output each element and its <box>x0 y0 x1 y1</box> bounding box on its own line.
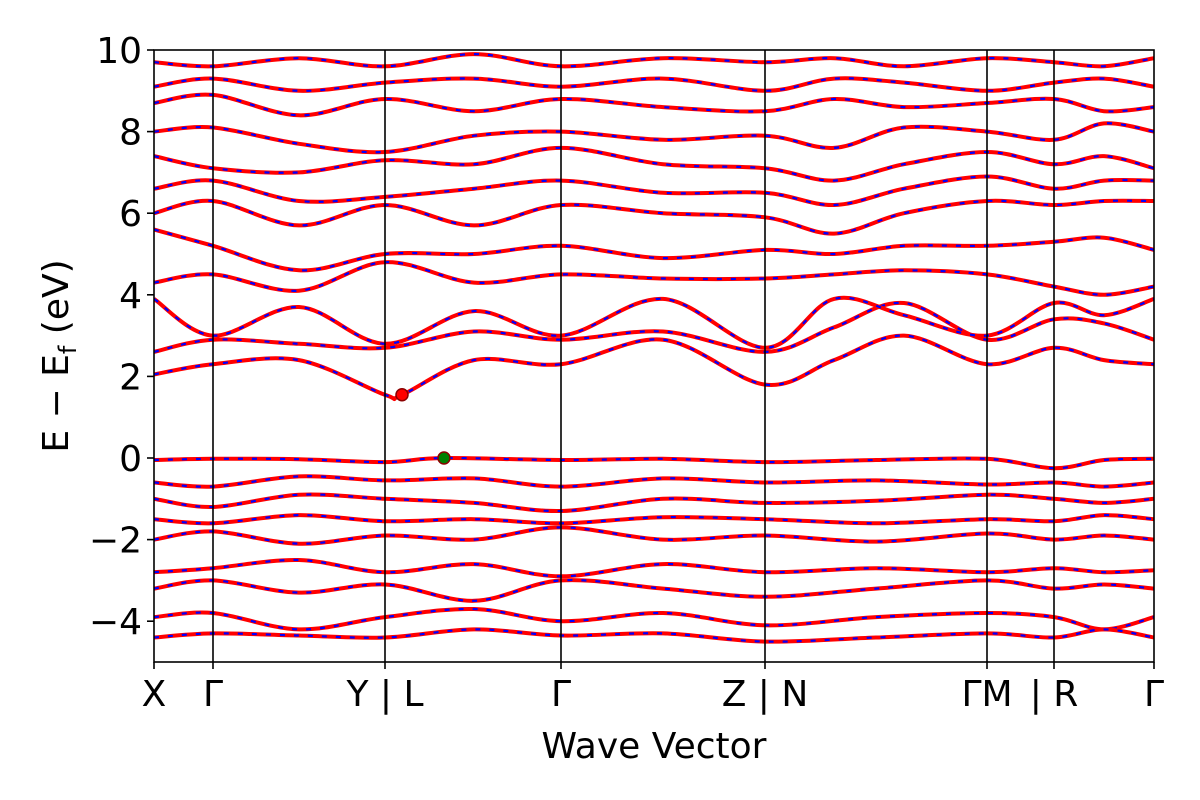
band-line-solid-4 <box>154 525 1154 546</box>
y-tick-label: −4 <box>89 602 142 643</box>
band-line-solid-6 <box>154 578 1154 603</box>
x-tick-label: Z | N <box>722 674 809 715</box>
y-axis-title-subscript: f <box>54 345 82 354</box>
band-line-dashed-8 <box>154 628 1154 643</box>
x-tick-label: Γ <box>551 674 571 715</box>
y-axis-title-unit: (eV) <box>36 259 77 345</box>
y-axis-ticks: 10 8 6 4 2 0 −2 −4 <box>89 31 154 643</box>
band-line-solid-17 <box>154 121 1154 155</box>
x-tick-label: | R <box>1030 674 1079 715</box>
band-line-solid-16 <box>154 145 1154 183</box>
band-line-dashed-18 <box>154 93 1154 117</box>
band-line-dashed-20 <box>154 52 1154 68</box>
band-line-solid-10 <box>154 300 1154 354</box>
band-line-dashed-3 <box>154 513 1154 525</box>
band-line-solid-2 <box>154 492 1154 514</box>
band-line-solid-18 <box>154 92 1154 118</box>
band-line-solid-3 <box>154 513 1154 526</box>
band-line-solid-13 <box>154 227 1154 273</box>
band-line-solid-20 <box>154 52 1154 69</box>
band-line-solid-12 <box>154 260 1154 297</box>
band-line-dashed-15 <box>154 175 1154 207</box>
band-line-solid-7 <box>154 606 1154 632</box>
vbm-marker <box>437 451 451 465</box>
y-tick-label: 4 <box>119 276 142 317</box>
y-axis-title: E − Ef (eV) <box>36 259 82 452</box>
band-line-solid-1 <box>154 474 1154 489</box>
y-tick-label: 8 <box>119 113 142 154</box>
band-lines <box>154 52 1154 644</box>
y-tick-label: 0 <box>119 439 142 480</box>
band-line-dashed-14 <box>154 199 1154 235</box>
y-tick-label: 10 <box>96 31 142 72</box>
band-line-solid-5 <box>154 557 1154 579</box>
x-tick-label: Γ <box>203 674 223 715</box>
extrema-markers <box>395 388 451 465</box>
plot-frame <box>153 49 1155 663</box>
band-line-dashed-5 <box>154 558 1154 578</box>
band-line-dashed-10 <box>154 301 1154 354</box>
y-axis-title-main: E − E <box>36 354 77 453</box>
band-line-dashed-17 <box>154 122 1154 154</box>
y-tick-label: 2 <box>119 357 142 398</box>
band-line-solid-11 <box>154 295 1154 350</box>
x-tick-label: Γ <box>1144 674 1164 715</box>
x-tick-label: ΓM <box>961 674 1012 715</box>
y-tick-label: 6 <box>119 194 142 235</box>
band-line-dashed-13 <box>154 228 1154 272</box>
y-tick-label: −2 <box>89 521 142 562</box>
band-line-solid-14 <box>154 198 1154 236</box>
band-line-dashed-1 <box>154 475 1154 488</box>
cbm-marker <box>395 388 409 402</box>
x-axis-title: Wave Vector <box>542 726 767 767</box>
x-tick-label: Y | L <box>345 674 423 715</box>
band-line-dashed-16 <box>154 146 1154 182</box>
band-line-solid-0 <box>154 455 1154 471</box>
band-line-dashed-0 <box>154 456 1154 470</box>
x-tick-label: X <box>142 674 167 715</box>
band-line-dashed-12 <box>154 261 1154 296</box>
band-line-solid-9 <box>154 333 1154 402</box>
band-line-dashed-19 <box>154 77 1154 92</box>
kpoint-divider-lines <box>212 50 1055 662</box>
